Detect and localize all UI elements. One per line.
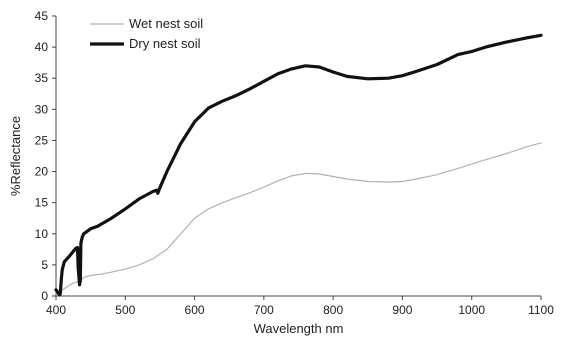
series-line-wet-nest-soil <box>55 142 542 294</box>
y-tick-label: 30 <box>35 102 49 116</box>
y-axis-title: %Reflectance <box>8 116 23 196</box>
y-tick-label: 45 <box>35 9 49 23</box>
axes: 0 5 10 15 20 25 30 35 40 45 400 500 600 700 800 900 1000… <box>35 9 555 317</box>
legend-label-dry-nest-soil: Dry nest soil <box>129 36 201 51</box>
x-tick-label: 500 <box>115 303 135 317</box>
legend: Wet nest soil Dry nest soil <box>90 16 203 51</box>
x-tick-label: 1100 <box>528 303 554 317</box>
x-axis-title: Wavelength nm <box>254 321 344 336</box>
series-line-dry-nest-soil <box>54 33 543 297</box>
y-tick-label: 10 <box>35 227 49 241</box>
y-tick-label: 20 <box>35 165 49 179</box>
y-tick-label: 0 <box>41 289 48 303</box>
series-layer <box>54 33 543 297</box>
y-tick-label: 35 <box>35 71 49 85</box>
y-tick-label: 25 <box>35 133 49 147</box>
y-tick-label: 15 <box>35 196 49 210</box>
x-tick-label: 600 <box>185 303 205 317</box>
x-tick-label: 900 <box>392 303 412 317</box>
x-tick-label: 1000 <box>458 303 485 317</box>
legend-label-wet-nest-soil: Wet nest soil <box>129 16 203 31</box>
x-tick-label: 400 <box>46 303 66 317</box>
x-tick-label: 700 <box>254 303 274 317</box>
y-tick-label: 5 <box>41 258 48 272</box>
y-tick-label: 40 <box>35 40 49 54</box>
x-tick-label: 800 <box>323 303 343 317</box>
